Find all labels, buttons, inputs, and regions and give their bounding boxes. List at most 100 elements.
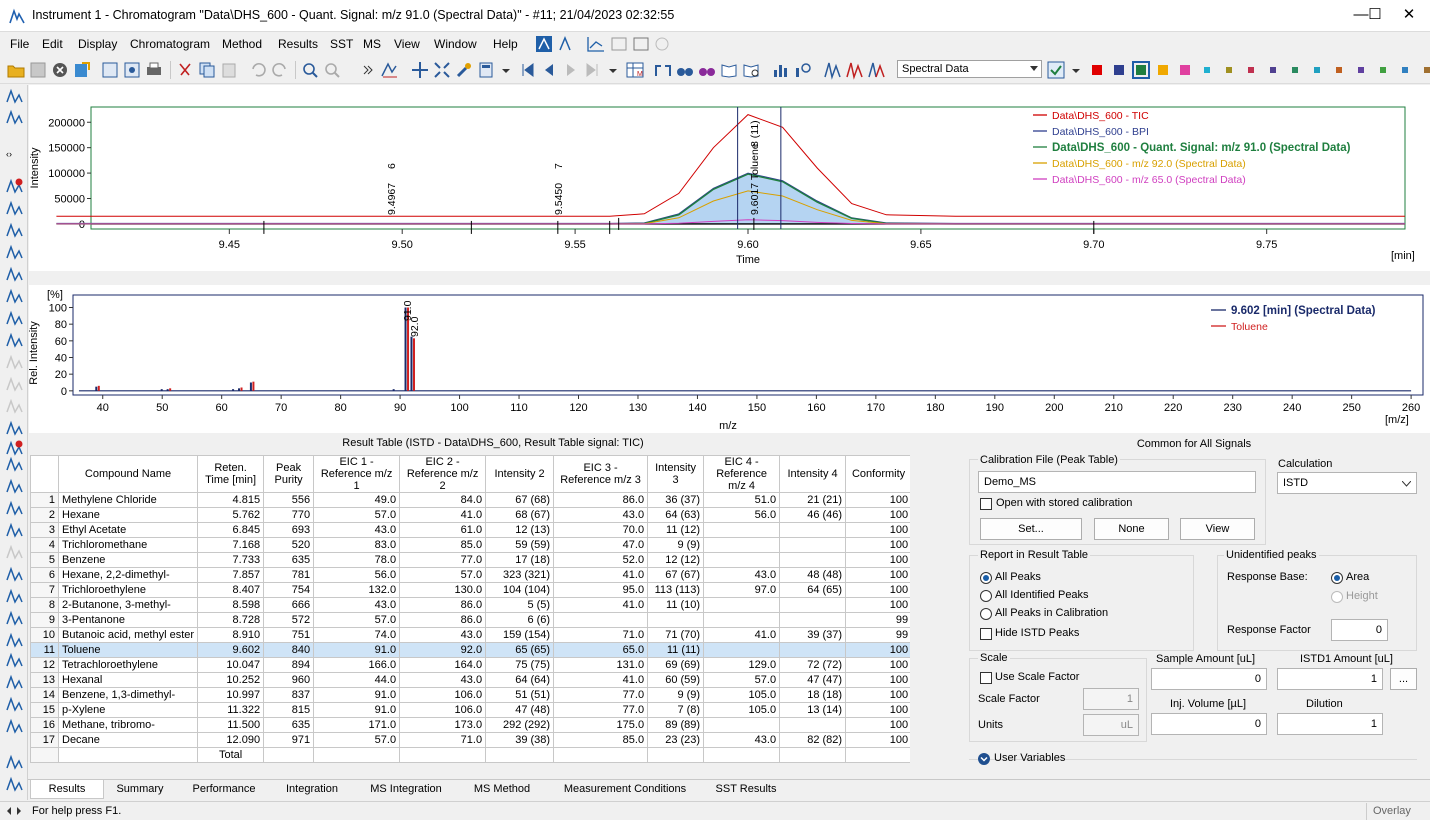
user-variables-label[interactable]: User Variables xyxy=(994,752,1066,764)
series-line[interactable] xyxy=(56,114,1405,217)
method-table-icon[interactable]: M xyxy=(625,60,645,80)
table-row[interactable]: 10 Butanoic acid, methyl ester 8.910 751 74.… xyxy=(30,627,910,643)
table-cell[interactable]: 43.0 xyxy=(399,672,487,688)
spectrum-bar[interactable] xyxy=(404,307,407,391)
table-row[interactable]: 13 Hexanal 10.252 960 44.0 43.0 64 (64) 41.0 60 … xyxy=(30,672,910,688)
filter-icon[interactable] xyxy=(5,609,23,627)
table-cell[interactable]: 166.0 xyxy=(313,657,401,673)
table-cell[interactable]: 105.0 xyxy=(703,702,781,718)
row-index[interactable]: 1 xyxy=(30,492,59,508)
splitter[interactable] xyxy=(29,271,1430,285)
table-cell[interactable]: 44.0 xyxy=(313,672,401,688)
tab-performance[interactable]: Performance xyxy=(192,783,256,795)
table-cell[interactable] xyxy=(703,642,781,658)
table-cell[interactable] xyxy=(779,642,847,658)
table-cell[interactable]: 71.0 xyxy=(553,627,649,643)
table-cell[interactable] xyxy=(703,717,781,733)
row-index[interactable]: 6 xyxy=(30,567,59,583)
table-cell[interactable]: p-Xylene xyxy=(57,702,199,718)
table-cell[interactable]: Hexane, 2,2-dimethyl- xyxy=(57,567,199,583)
color-swatch[interactable] xyxy=(1226,67,1232,73)
menu-chromatogram[interactable]: Chromatogram xyxy=(130,37,211,51)
table-cell[interactable]: Toluene xyxy=(57,642,199,658)
table-cell[interactable]: 47.0 xyxy=(553,537,649,553)
binoculars-icon[interactable] xyxy=(675,60,695,80)
row-index[interactable]: 9 xyxy=(30,612,59,628)
table-cell[interactable]: 132.0 xyxy=(313,582,401,598)
expand-chevron-icon[interactable] xyxy=(977,752,991,766)
table-cell[interactable]: 69 (69) xyxy=(647,657,705,673)
table-cell[interactable]: 3-Pentanone xyxy=(57,612,199,628)
tab-summary[interactable]: Summary xyxy=(116,783,164,795)
tab-sst-results[interactable]: SST Results xyxy=(715,783,777,795)
last-icon[interactable] xyxy=(583,60,603,80)
table-cell[interactable]: Hexane xyxy=(57,507,199,523)
tab-results[interactable]: Results xyxy=(30,780,104,799)
smooth-icon[interactable] xyxy=(5,521,23,539)
disabled-tool-icon[interactable] xyxy=(5,543,23,561)
calibration-file-field[interactable]: Demo_MS xyxy=(978,471,1256,493)
export-icon[interactable] xyxy=(72,60,92,80)
table-cell[interactable]: 17 (18) xyxy=(485,552,555,568)
print-icon[interactable] xyxy=(144,60,164,80)
table-row[interactable]: 8 2-Butanone, 3-methyl- 8.598 666 43.0 86.0 5 … xyxy=(30,597,910,613)
table-cell[interactable]: 10.997 xyxy=(197,687,265,703)
chevron-more-icon[interactable] xyxy=(358,60,378,80)
preview-icon[interactable] xyxy=(122,60,142,80)
table-cell[interactable]: 100 xyxy=(845,522,910,538)
table-cell[interactable]: 57.0 xyxy=(313,507,401,523)
identified-peaks-radio[interactable] xyxy=(980,590,992,602)
cut-icon[interactable] xyxy=(175,60,195,80)
table-cell[interactable]: 171.0 xyxy=(313,717,401,733)
table-cell[interactable]: 106.0 xyxy=(399,687,487,703)
color-swatch[interactable] xyxy=(1424,67,1430,73)
table-cell[interactable] xyxy=(779,717,847,733)
move-icon[interactable] xyxy=(410,60,430,80)
table-cell[interactable]: 323 (321) xyxy=(485,567,555,583)
menu-results[interactable]: Results xyxy=(278,37,319,51)
binoculars-ms-icon[interactable] xyxy=(697,60,717,80)
table-cell[interactable]: 635 xyxy=(263,717,315,733)
table-cell[interactable]: 84.0 xyxy=(399,492,487,508)
dilution-field[interactable]: 1 xyxy=(1277,713,1383,735)
table-cell[interactable]: 77.0 xyxy=(399,552,487,568)
table-cell[interactable]: 4.815 xyxy=(197,492,265,508)
table-cell[interactable]: 67 (67) xyxy=(647,567,705,583)
color-swatch[interactable] xyxy=(1292,67,1298,73)
table-row[interactable]: 3 Ethyl Acetate 6.845 693 43.0 61.0 12 (13) 70.… xyxy=(30,522,910,538)
none-button[interactable]: None xyxy=(1094,518,1169,540)
table-cell[interactable]: 49.0 xyxy=(313,492,401,508)
table-cell[interactable]: 8.728 xyxy=(197,612,265,628)
table-cell[interactable]: 9.602 xyxy=(197,642,265,658)
all-peaks-radio[interactable] xyxy=(980,572,992,584)
table-cell[interactable] xyxy=(647,612,705,628)
table-cell[interactable]: 100 xyxy=(845,642,910,658)
table-cell[interactable]: 754 xyxy=(263,582,315,598)
table-cell[interactable]: 65 (65) xyxy=(485,642,555,658)
table-cell[interactable] xyxy=(779,522,847,538)
next-icon[interactable] xyxy=(561,60,581,80)
table-cell[interactable]: 99 xyxy=(845,612,910,628)
table-cell[interactable]: 100 xyxy=(845,687,910,703)
table-cell[interactable] xyxy=(703,522,781,538)
undo-icon[interactable] xyxy=(248,60,268,80)
column-header[interactable]: EIC 4 - Reference m/z 4 xyxy=(703,455,781,493)
table-cell[interactable]: 43.0 xyxy=(703,732,781,748)
color-swatch[interactable] xyxy=(1180,65,1190,75)
menu-help[interactable]: Help xyxy=(493,37,518,51)
table-cell[interactable]: 11 (11) xyxy=(647,642,705,658)
window-icon[interactable] xyxy=(611,37,627,51)
table-row[interactable]: 12 Tetrachloroethylene 10.047 894 166.0 164.0… xyxy=(30,657,910,673)
table-cell[interactable]: 57.0 xyxy=(313,732,401,748)
row-index[interactable]: 16 xyxy=(30,717,59,733)
table-cell[interactable]: 7.168 xyxy=(197,537,265,553)
tab-integration[interactable]: Integration xyxy=(286,783,338,795)
delete-peak-icon[interactable] xyxy=(5,177,23,195)
table-cell[interactable]: 12 (12) xyxy=(647,552,705,568)
table-cell[interactable]: 520 xyxy=(263,537,315,553)
zoom-out-icon[interactable] xyxy=(322,60,342,80)
table-cell[interactable]: 77.0 xyxy=(553,687,649,703)
tab-ms-integration[interactable]: MS Integration xyxy=(370,783,442,795)
zoom-peaks-icon[interactable] xyxy=(5,455,23,473)
